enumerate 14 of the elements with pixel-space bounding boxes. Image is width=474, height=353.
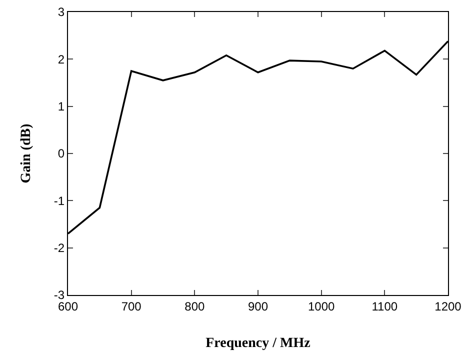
y-tick-label: -2 — [54, 241, 65, 256]
x-tick-label: 1000 — [308, 299, 335, 314]
y-tick-label: 3 — [58, 5, 65, 20]
x-tick-label: 900 — [248, 299, 268, 314]
x-tick-label: 700 — [121, 299, 142, 314]
y-axis-title: Gain (dB) — [19, 123, 34, 184]
y-tick-label: 0 — [58, 146, 65, 161]
y-tick-label: -1 — [54, 194, 65, 208]
x-tick-label: 800 — [184, 299, 205, 314]
x-tick-label: 1200 — [434, 299, 462, 314]
y-tick-label: 2 — [58, 52, 65, 66]
x-tick-label: 1100 — [372, 299, 398, 314]
y-tick-label: 1 — [58, 100, 65, 114]
x-axis-title: Frequency / MHz — [206, 336, 310, 351]
